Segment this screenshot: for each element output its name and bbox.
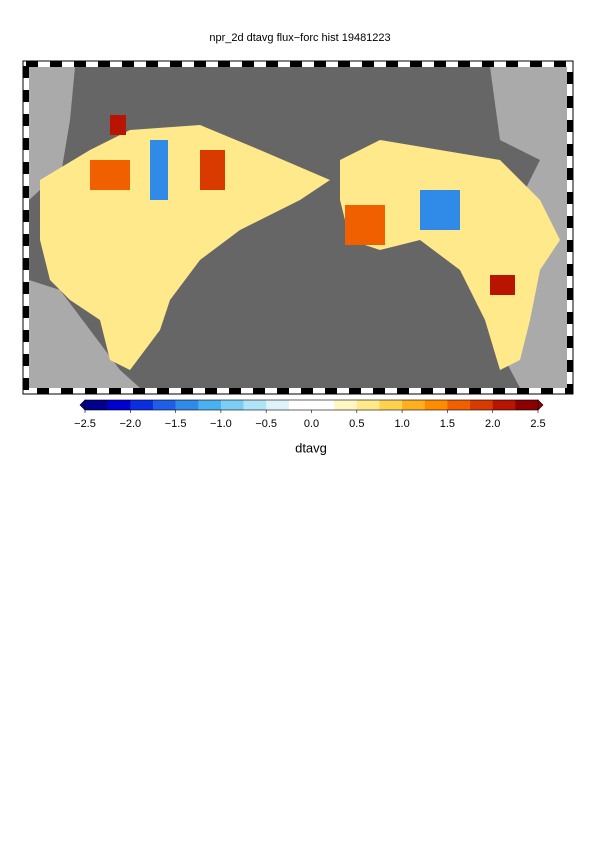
- colorbar-segment: [402, 400, 426, 410]
- colorbar-segment: [243, 400, 267, 410]
- colorbar-segment: [152, 400, 176, 410]
- colorbar-segment: [334, 400, 358, 410]
- colorbar-tick-label: 1.5: [440, 418, 455, 430]
- colorbar-segment: [175, 400, 199, 410]
- colorbar-extend: [79, 399, 86, 411]
- colorbar-tick-label: −1.0: [210, 418, 232, 430]
- colorbar-segment: [379, 400, 403, 410]
- data-field: [340, 140, 560, 370]
- colorbar-segment: [288, 400, 312, 410]
- colorbar-segment: [107, 400, 131, 410]
- colorbar: −2.5 −2.0 −1.5 −1.0 −0.5 0.0 0.5 1.0 1.5 2.0 2.5: [74, 399, 546, 430]
- map-title: npr_2d dtavg flux−forc hist 19481223: [209, 32, 390, 44]
- colorbar-segment: [492, 400, 516, 410]
- colorbar-tick-label: 2.5: [530, 418, 545, 430]
- data-field: [345, 205, 385, 245]
- colorbar-segment: [424, 400, 448, 410]
- colorbar-extend: [537, 399, 544, 411]
- colorbar-segment: [220, 400, 244, 410]
- colorbar-segment: [447, 400, 471, 410]
- colorbar-tick-label: −1.5: [165, 418, 187, 430]
- land: [29, 67, 140, 388]
- colorbar-segment: [198, 400, 222, 410]
- colorbar-tick-label: 0.5: [349, 418, 364, 430]
- colorbar-segment: [515, 400, 539, 410]
- colorbar-segment: [130, 400, 154, 410]
- colorbar-tick-label: −2.0: [119, 418, 141, 430]
- colorbar-tick-label: 2.0: [485, 418, 500, 430]
- colorbar-segment: [85, 400, 108, 410]
- colorbar-segment: [311, 400, 335, 410]
- data-field: [90, 160, 130, 190]
- colorbar-tick-label: 0.0: [304, 418, 319, 430]
- data-field: [200, 150, 225, 190]
- colorbar-tick-label: −0.5: [255, 418, 277, 430]
- map: [22, 60, 574, 395]
- data-field: [490, 275, 515, 295]
- colorbar-tick-label: 1.0: [394, 418, 409, 430]
- colorbar-label: dtavg: [295, 440, 327, 455]
- data-field: [420, 190, 460, 230]
- colorbar-segment: [266, 400, 290, 410]
- colorbar-segment: [470, 400, 493, 410]
- colorbar-tick-label: −2.5: [74, 418, 96, 430]
- colorbar-segment: [356, 400, 380, 410]
- map-border: [23, 61, 573, 394]
- data-field: [110, 115, 126, 135]
- data-field: [150, 140, 168, 200]
